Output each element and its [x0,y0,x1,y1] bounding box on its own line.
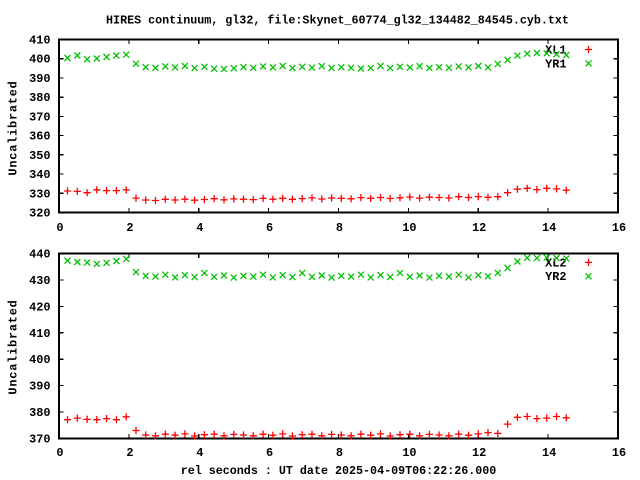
svg-text:16: 16 [612,446,626,460]
svg-text:YR2: YR2 [545,270,566,284]
svg-text:12: 12 [472,446,486,460]
svg-text:8: 8 [336,446,343,460]
svg-text:12: 12 [472,221,486,235]
svg-text:6: 6 [266,446,273,460]
svg-text:360: 360 [29,130,50,144]
svg-text:390: 390 [29,380,50,394]
svg-text:410: 410 [29,327,50,341]
svg-text:0: 0 [56,221,63,235]
svg-text:410: 410 [29,34,50,48]
svg-text:430: 430 [29,274,50,288]
svg-text:340: 340 [29,168,50,182]
svg-text:370: 370 [29,110,50,124]
svg-text:2: 2 [126,221,133,235]
svg-text:380: 380 [29,91,50,105]
svg-text:380: 380 [29,406,50,420]
svg-text:YR1: YR1 [545,57,566,71]
svg-text:400: 400 [29,53,50,67]
svg-text:8: 8 [336,221,343,235]
svg-text:14: 14 [542,221,556,235]
svg-text:XL1: XL1 [545,44,566,58]
svg-text:320: 320 [29,207,50,221]
svg-text:rel seconds : UT date 2025-04-: rel seconds : UT date 2025-04-09T06:22:2… [181,464,497,478]
svg-text:10: 10 [402,446,416,460]
svg-text:0: 0 [56,446,63,460]
svg-text:370: 370 [29,432,50,446]
svg-text:10: 10 [402,221,416,235]
svg-text:350: 350 [29,149,50,163]
svg-text:2: 2 [126,446,133,460]
svg-text:XL2: XL2 [545,256,566,270]
svg-text:16: 16 [612,221,626,235]
svg-text:4: 4 [196,446,203,460]
svg-text:390: 390 [29,72,50,86]
svg-text:HIRES continuum, gl32, file:Sk: HIRES continuum, gl32, file:Skynet_60774… [106,14,569,28]
svg-text:400: 400 [29,353,50,367]
svg-text:6: 6 [266,221,273,235]
svg-text:330: 330 [29,187,50,201]
svg-text:4: 4 [196,221,203,235]
svg-text:Uncalibrated: Uncalibrated [7,80,21,175]
svg-text:14: 14 [542,446,556,460]
svg-text:420: 420 [29,300,50,314]
svg-text:440: 440 [29,248,50,262]
svg-text:Uncalibrated: Uncalibrated [7,299,21,394]
